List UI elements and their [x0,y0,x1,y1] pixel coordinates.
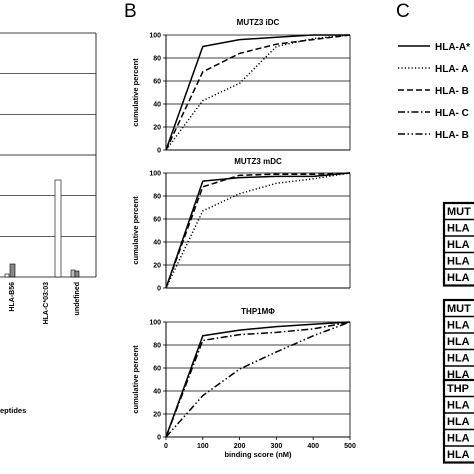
table-outer-border [442,298,474,384]
series-line-dotted [165,172,351,289]
legend-label: HLA- B [435,86,469,97]
y-tick-label: 0 [157,286,161,293]
table-cell: HLA [447,433,470,445]
table-cell: HLA [447,272,470,284]
chart-1: MUTZ3 iDC 0 20 40 60 80 100 cumulative percent [131,18,351,155]
table-cell: HLA [447,239,470,251]
panel-a-bar-b56-a [4,273,10,278]
table-cell: HLA [447,336,470,348]
legend-label: HLA- C [435,108,469,119]
series-line-dash-dot [165,321,351,438]
x-tick-label: 500 [344,443,356,450]
table-cell: MUT [447,303,471,315]
x-tick-label: 0 [164,443,168,450]
y-axis-label: cumulative percent [131,58,140,127]
hla-table-3: THP HLA HLA HLA HLA [442,378,474,464]
table-cell: HLA [447,256,470,268]
legend-label: HLA- A [435,64,469,75]
series-line-dotted [165,34,351,151]
panel-c-letter: C [396,1,410,22]
x-tick-label: 200 [234,443,246,450]
y-tick-label: 100 [149,33,161,40]
legend-label: HLA-A* [435,42,470,53]
table-cell: HLA [447,223,470,235]
chart-title: MUTZ3 iDC [237,18,280,27]
y-tick-label: 100 [149,171,161,178]
table-cell: HLA [447,369,470,381]
y-tick-label: 0 [157,148,161,155]
series-line-dashed [165,34,351,151]
series-line-dashed [165,172,351,289]
chart-2: MUTZ3 mDC 0 20 40 60 80 100 cumulative percent [131,157,351,293]
y-tick-label: 100 [149,320,161,327]
y-tick-label: 60 [153,79,161,86]
hla-table-2: MUT HLA HLA HLA HLA [442,298,474,384]
y-tick-label: 20 [153,263,161,270]
table-outer-border [442,201,474,287]
y-tick-label: 0 [157,435,161,442]
y-tick-label: 40 [153,389,161,396]
table-cell: HLA [447,449,470,461]
legend-label: HLA- B [435,130,469,141]
y-tick-label: 60 [153,217,161,224]
legend: HLA-A* HLA- A HLA- B HLA- C HLA- B [398,42,470,141]
y-tick-label: 20 [153,125,161,132]
table-cell: THP [447,383,469,395]
chart-title: THP1MΦ [241,307,275,316]
table-cell: HLA [447,416,470,428]
y-tick-label: 80 [153,343,161,350]
y-tick-label: 20 [153,412,161,419]
x-tick-label: 100 [197,443,209,450]
y-tick-label: 60 [153,366,161,373]
hla-table-1: MUT HLA HLA HLA HLA [442,201,474,287]
chart-title: MUTZ3 mDC [234,157,282,166]
panel-a-bar-b56-b [9,263,16,278]
x-tick-label: 300 [271,443,283,450]
y-tick-label: 40 [153,240,161,247]
hla-tables: MUT HLA HLA HLA HLA MUT HLA HLA HLA HLA THP HLA HLA H… [442,201,474,464]
table-cell: HLA [447,320,470,332]
series-line-solid [165,172,351,289]
y-tick-label: 40 [153,102,161,109]
panel-b-letter: B [124,1,137,22]
series-line-solid [165,321,351,438]
table-cell: HLA [447,400,470,412]
panel-a-bar-undefined-b [70,269,76,278]
panel-a: HLA-B56 HLA-C*03:03 undefined eptides [0,32,97,415]
y-tick-label: 80 [153,56,161,63]
y-axis-label: cumulative percent [131,345,140,414]
panel-a-bar-undefined-c [74,270,80,278]
panel-a-axis-footer: eptides [0,406,26,415]
x-axis-label: binding score (nM) [224,450,292,459]
table-cell: MUT [447,206,471,218]
chart-3: THP1MΦ 0 20 40 60 80 100 0 100 200 300 400 500 cumula… [131,307,356,459]
x-tick-label: 400 [307,443,319,450]
panel-a-bar-undefined-a [54,179,62,278]
table-outer-border [442,378,474,464]
y-axis-label: cumulative percent [131,196,140,265]
panel-a-bar-label: HLA-B56 [9,282,16,312]
table-cell: HLA [447,353,470,365]
y-tick-label: 80 [153,194,161,201]
series-line-dash-dot-dot [165,321,351,438]
panel-a-bar-label: undefined [74,282,81,315]
panel-a-bar-label: HLA-C*03:03 [43,282,50,325]
series-line-solid [165,34,350,151]
